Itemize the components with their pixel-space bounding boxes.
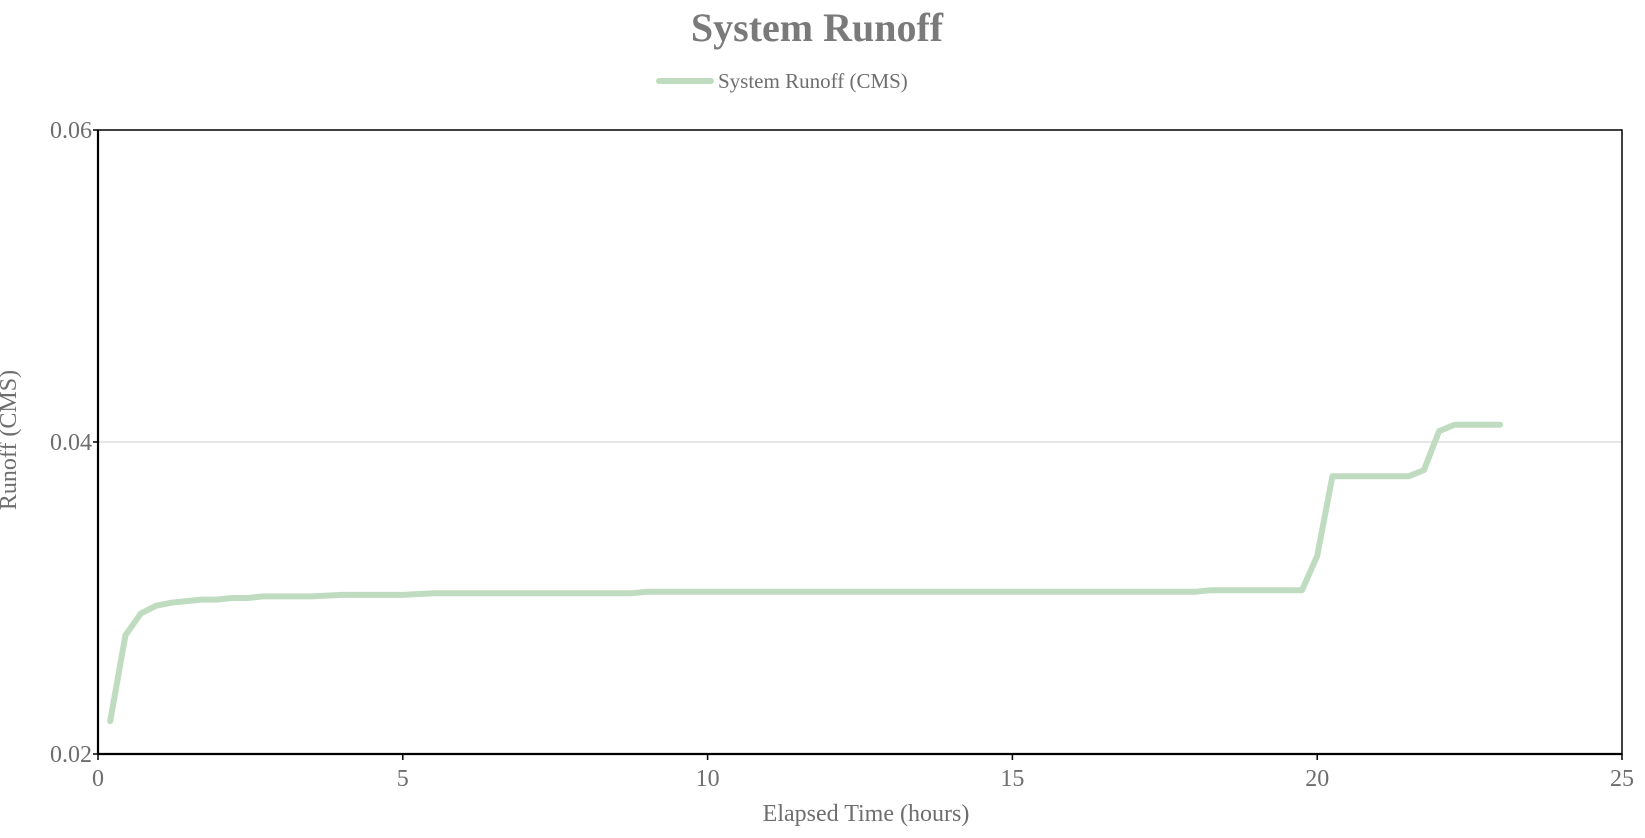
x-tick-label: 10 [696,766,720,792]
x-tick-label: 5 [397,766,409,792]
chart-title: System Runoff [691,5,944,50]
x-axis-label: Elapsed Time (hours) [763,801,970,827]
x-axis-ticks: 0 5 10 15 20 25 [92,754,1634,792]
legend-label: System Runoff (CMS) [718,69,908,93]
chart-legend[interactable]: System Runoff (CMS) [656,69,908,93]
series-line [107,421,1504,725]
y-tick-label: 0.02 [50,742,92,768]
x-tick-label: 25 [1610,766,1634,792]
x-tick-label: 15 [1000,766,1024,792]
series-layer [107,421,1504,725]
plot-frame [96,129,1623,756]
x-tick-label: 20 [1305,766,1329,792]
y-tick-label: 0.06 [50,118,92,144]
y-axis-ticks: 0.02 0.04 0.06 [50,118,98,768]
y-tick-label: 0.04 [50,430,92,456]
y-axis-label: Runoff (CMS) [0,370,22,510]
x-tick-label: 0 [92,766,104,792]
